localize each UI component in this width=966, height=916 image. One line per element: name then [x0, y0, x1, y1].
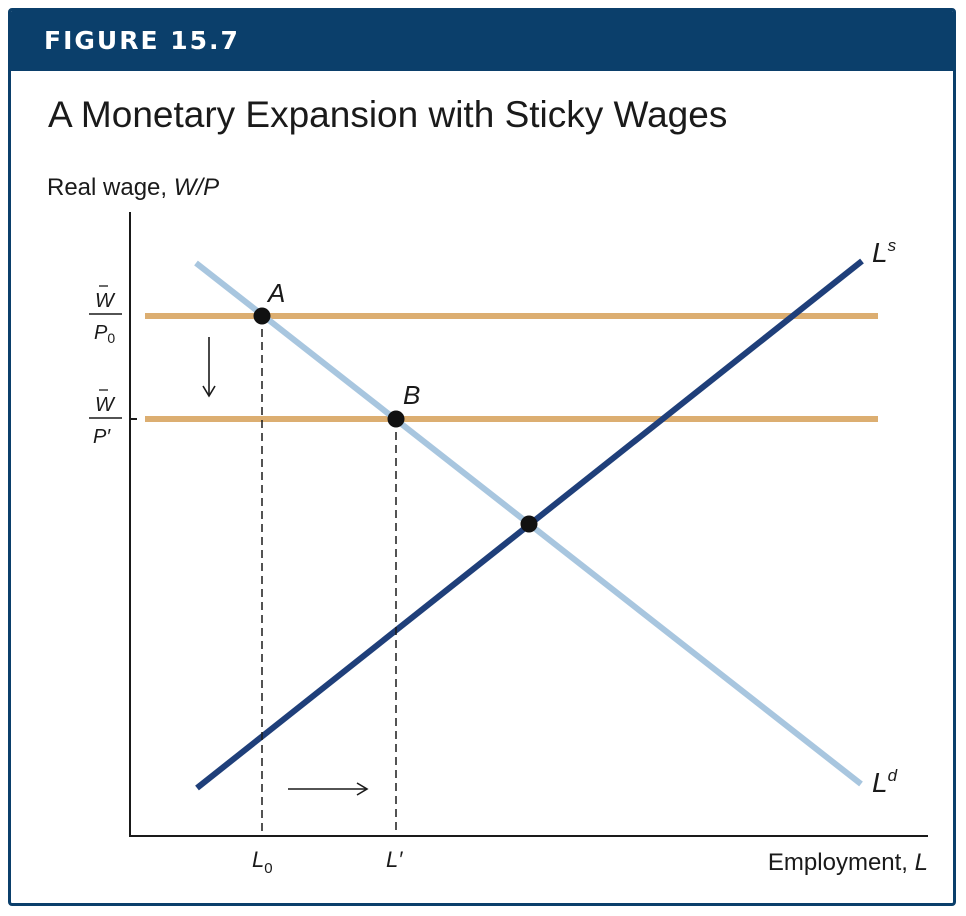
down-arrow-icon [202, 337, 216, 398]
point-a-label: A [266, 278, 285, 308]
figure-frame: FIGURE 15.7 A Monetary Expansion with St… [8, 8, 956, 906]
y-axis-label: Real wage, W/P [47, 174, 219, 201]
svg-text:W: W [95, 290, 116, 312]
supply-curve-label: Ls [872, 236, 897, 268]
x-tick-label-l0: L0 [252, 847, 273, 877]
point-b [387, 410, 405, 428]
svg-text:P′: P′ [93, 426, 111, 448]
y-tick-label-initial-wage: W P0 [89, 285, 122, 346]
svg-text:P0: P0 [94, 322, 115, 346]
figure-label: FIGURE 15.7 [44, 26, 240, 55]
right-arrow-icon [288, 782, 369, 796]
svg-text:W: W [95, 394, 116, 416]
point-a [253, 307, 271, 325]
y-tick-label-new-wage: W P′ [89, 389, 122, 448]
figure-banner: FIGURE 15.7 [11, 11, 953, 71]
point-equilibrium [520, 515, 538, 533]
figure-title: A Monetary Expansion with Sticky Wages [48, 94, 728, 135]
demand-curve-label: Ld [872, 766, 898, 798]
x-tick-label-lprime: L′ [386, 847, 403, 872]
point-b-label: B [403, 380, 420, 410]
x-axis-label: Employment, L [768, 849, 928, 876]
